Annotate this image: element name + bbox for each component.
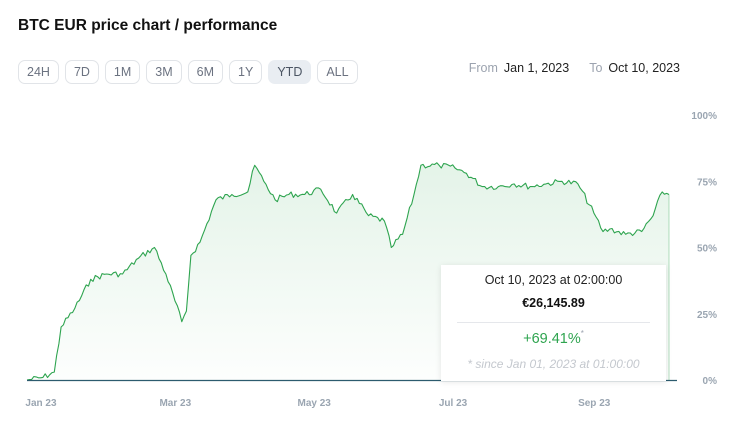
- page-title: BTC EUR price chart / performance: [18, 17, 278, 34]
- to-label: To: [589, 61, 603, 75]
- from-label: From: [468, 61, 498, 75]
- range-6m-button[interactable]: 6M: [187, 60, 224, 84]
- range-selector: 24H 7D 1M 3M 6M 1Y YTD ALL: [18, 60, 358, 84]
- range-3m-button[interactable]: 3M: [146, 60, 182, 84]
- x-tick-label: Mar 23: [159, 398, 191, 409]
- y-tick-label: 100%: [691, 111, 717, 122]
- y-tick-label: 25%: [697, 310, 717, 321]
- x-tick-label: Jan 23: [25, 398, 57, 409]
- range-ytd-button[interactable]: YTD: [268, 60, 312, 84]
- x-tick-label: May 23: [298, 398, 332, 409]
- y-tick-label: 75%: [697, 177, 717, 188]
- tooltip-change: +69.41%*: [441, 329, 666, 347]
- tooltip-note: * since Jan 01, 2023 at 01:00:00: [467, 357, 640, 371]
- x-tick-label: Jul 23: [439, 398, 468, 409]
- tooltip-change-mark: *: [580, 329, 584, 338]
- tooltip-price: €26,145.89: [522, 296, 585, 310]
- range-all-button[interactable]: ALL: [317, 60, 358, 84]
- to-date[interactable]: Oct 10, 2023: [608, 61, 680, 75]
- from-date[interactable]: Jan 1, 2023: [503, 61, 570, 75]
- tooltip-change-value: +69.41%: [523, 331, 581, 347]
- price-line: [26, 162, 670, 381]
- tooltip-divider: [457, 322, 650, 323]
- y-tick-label: 0%: [703, 376, 718, 387]
- tooltip-date: Oct 10, 2023 at 02:00:00: [484, 273, 623, 287]
- range-24h-button[interactable]: 24H: [18, 60, 59, 84]
- range-1m-button[interactable]: 1M: [104, 60, 141, 84]
- price-tooltip: Oct 10, 2023 at 02:00:00 €26,145.89 +69.…: [441, 265, 666, 381]
- x-tick-label: Sep 23: [578, 398, 611, 409]
- date-range: From Jan 1, 2023 To Oct 10, 2023: [469, 61, 680, 75]
- y-tick-label: 50%: [697, 244, 717, 255]
- range-7d-button[interactable]: 7D: [64, 60, 99, 84]
- range-1y-button[interactable]: 1Y: [229, 60, 263, 84]
